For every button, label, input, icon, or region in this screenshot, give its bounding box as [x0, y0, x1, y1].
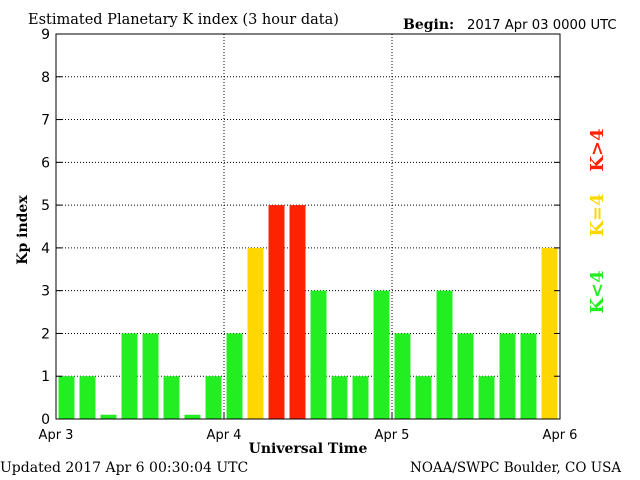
bar-20 — [478, 376, 495, 419]
bar-8 — [226, 333, 243, 419]
y-tick-label-5: 5 — [41, 198, 50, 214]
y-tick-label-0: 0 — [41, 412, 50, 428]
bar-17 — [415, 376, 432, 419]
bar-10 — [268, 205, 285, 419]
bar-9 — [247, 247, 264, 419]
bar-2 — [100, 414, 117, 419]
bars — [58, 205, 558, 419]
x-tick-label-0: Apr 3 — [39, 428, 74, 443]
axes — [55, 33, 561, 420]
y-tick-labels: 0 1 2 3 4 5 6 7 8 9 — [41, 27, 50, 428]
bar-6 — [184, 414, 201, 419]
credit-text: NOAA/SWPC Boulder, CO USA — [410, 460, 621, 476]
x-tick-labels: Apr 3 Apr 4 Apr 5 Apr 6 — [39, 428, 578, 443]
y-tick-label-8: 8 — [41, 70, 50, 86]
bar-1 — [79, 376, 96, 419]
bar-23 — [541, 247, 558, 419]
bar-22 — [520, 333, 537, 419]
legend-low: K<4 — [587, 270, 608, 313]
bar-4 — [142, 333, 159, 419]
updated-text: Updated 2017 Apr 6 00:30:04 UTC — [0, 460, 248, 476]
chart-title: Estimated Planetary K index (3 hour data… — [28, 12, 339, 28]
x-tick-label-3: Apr 6 — [543, 428, 578, 443]
bar-3 — [121, 333, 138, 419]
bar-21 — [499, 333, 516, 419]
x-axis-label: Universal Time — [249, 441, 368, 457]
y-tick-label-9: 9 — [41, 27, 50, 43]
begin-value: 2017 Apr 03 0000 UTC — [467, 18, 617, 33]
y-tick-label-6: 6 — [41, 155, 50, 171]
plot-frame — [55, 33, 561, 420]
bar-15 — [373, 290, 390, 419]
bar-16 — [394, 333, 411, 419]
bar-13 — [331, 376, 348, 419]
bar-18 — [436, 290, 453, 419]
legend-equal: K=4 — [587, 193, 608, 236]
y-tick-label-2: 2 — [41, 326, 50, 342]
bar-0 — [58, 376, 75, 419]
grid-lines — [56, 34, 560, 419]
bar-14 — [352, 376, 369, 419]
x-tick-label-2: Apr 5 — [375, 428, 410, 443]
y-axis-label: Kp index — [15, 195, 31, 265]
bar-12 — [310, 290, 327, 419]
x-tick-label-1: Apr 4 — [207, 428, 242, 443]
bar-7 — [205, 376, 222, 419]
bar-11 — [289, 205, 306, 419]
legend-high: K>4 — [587, 128, 608, 171]
begin-label: Begin: — [403, 17, 454, 33]
bar-5 — [163, 376, 180, 419]
y-tick-label-4: 4 — [41, 241, 50, 257]
y-tick-label-3: 3 — [41, 284, 50, 300]
y-tick-label-7: 7 — [41, 113, 50, 129]
bar-19 — [457, 333, 474, 419]
y-tick-label-1: 1 — [41, 369, 50, 385]
